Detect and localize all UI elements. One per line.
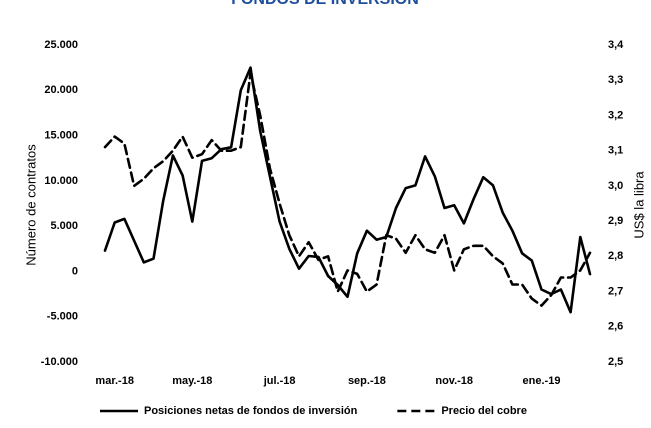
y2-tick-label: 2,5: [608, 356, 623, 368]
y2-tick-label: 2,8: [608, 250, 623, 262]
y-tick-label: -5.000: [47, 311, 78, 323]
y2-tick-label: 3,0: [608, 180, 623, 192]
y2-tick-label: 3,2: [608, 109, 623, 121]
y2-axis-label: US$ la libra: [631, 171, 646, 239]
y2-tick-label: 3,1: [608, 145, 623, 157]
y-tick-label: 5.000: [50, 220, 78, 232]
series-line: [103, 66, 592, 314]
y2-tick-label: 3,3: [608, 74, 623, 86]
legend-label: Precio del cobre: [441, 405, 527, 417]
y2-tick-label: 2,9: [608, 215, 623, 227]
y-tick-label: 20.000: [44, 84, 78, 96]
y-axis-label: Número de contratos: [23, 144, 38, 266]
x-tick-label: ene.-19: [523, 375, 561, 387]
y2-tick-label: 2,6: [608, 321, 623, 333]
y-tick-label: 10.000: [44, 175, 78, 187]
chart-title: FONDOS DE INVERSIÓN: [231, 0, 419, 8]
x-tick-label: sep.-18: [348, 375, 386, 387]
series-line: [103, 71, 592, 307]
y-tick-label: -10.000: [41, 356, 78, 368]
x-tick-label: nov.-18: [435, 375, 473, 387]
legend-label: Posiciones netas de fondos de inversión: [144, 405, 358, 417]
y-tick-label: 25.000: [44, 39, 78, 51]
y2-tick-label: 2,7: [608, 285, 623, 297]
y-tick-label: 0: [72, 265, 78, 277]
y2-tick-label: 3,4: [608, 39, 624, 51]
x-tick-label: mar.-18: [95, 375, 134, 387]
y-tick-label: 15.000: [44, 129, 78, 141]
x-tick-label: jul.-18: [263, 375, 296, 387]
x-tick-label: may.-18: [172, 375, 212, 387]
